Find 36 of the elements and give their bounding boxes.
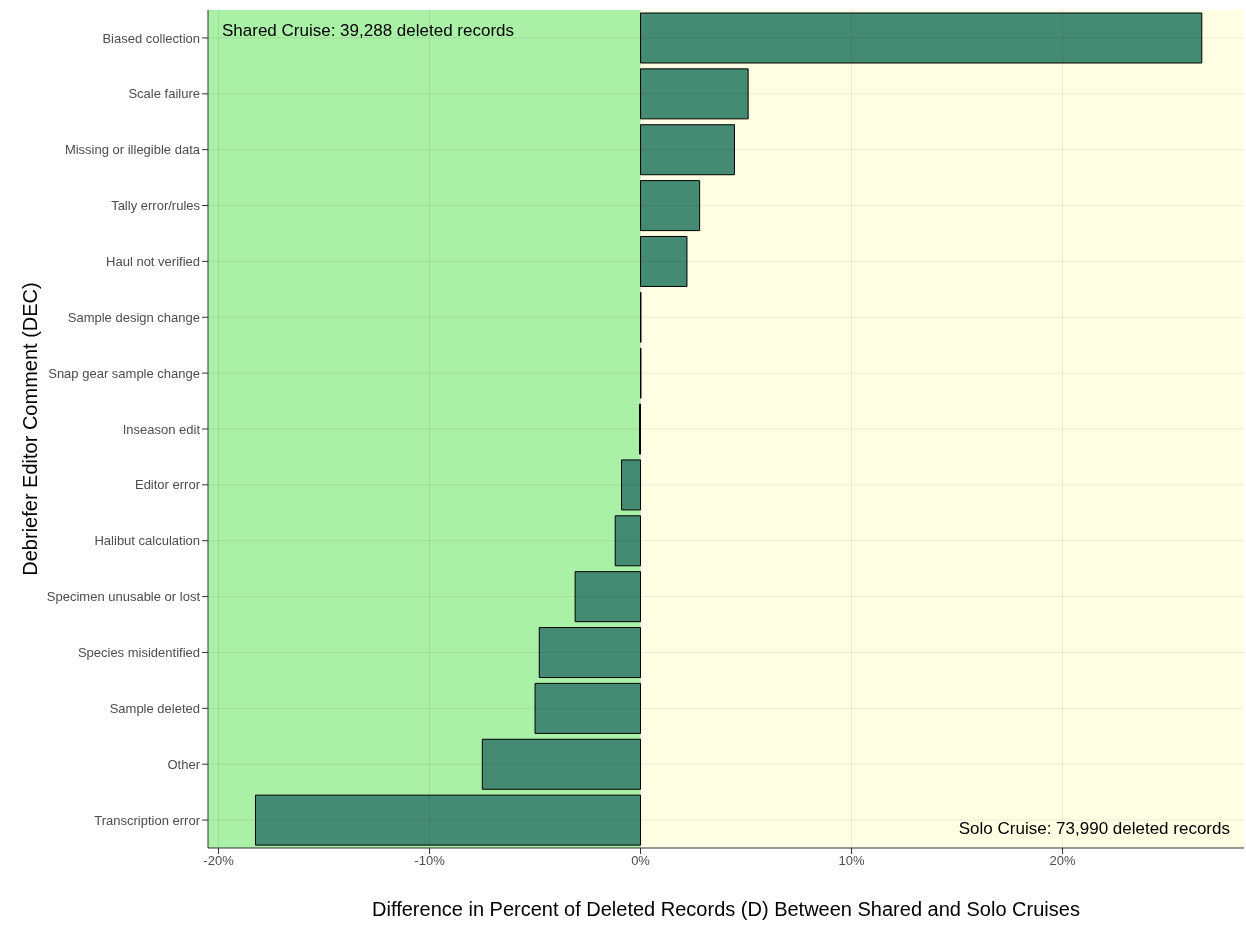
y-axis-title: Debriefer Editor Comment (DEC) [19, 282, 42, 576]
y-tick-label: Missing or illegible data [64, 142, 201, 158]
bar [538, 627, 642, 679]
y-tick-label: Transcription error [94, 812, 201, 828]
y-tick-label: Other [167, 756, 201, 772]
y-tick-label: Snap gear sample change [48, 365, 200, 381]
y-tick-label: Inseason edit [122, 421, 201, 437]
y-tick-label: Tally error/rules [111, 198, 201, 214]
y-tick-label: Scale failure [128, 86, 200, 102]
x-axis-title: Difference in Percent of Deleted Records (D) Between Shared and Solo Cruises [372, 898, 1080, 920]
bar [254, 794, 642, 846]
bar [614, 515, 642, 567]
y-tick-label: Sample design change [67, 309, 200, 325]
bar [640, 180, 701, 232]
bar [640, 12, 1203, 64]
x-tick-label: -10% [414, 853, 446, 869]
bar [534, 682, 642, 734]
x-tick-label: 10% [838, 853, 865, 869]
band-label: Solo Cruise: 73,990 deleted records [958, 819, 1230, 838]
y-tick-label: Biased collection [102, 30, 200, 46]
y-tick-label: Species misidentified [77, 645, 200, 661]
band-label: Shared Cruise: 39,288 deleted records [222, 21, 515, 41]
y-tick-label: Halibut calculation [94, 533, 200, 549]
y-tick-label: Editor error [134, 477, 201, 493]
y-tick-label: Haul not verified [106, 254, 200, 270]
bar [640, 124, 735, 176]
bar [481, 738, 642, 790]
bar [640, 68, 749, 120]
bar [574, 571, 642, 623]
x-tick-label: 20% [1049, 853, 1076, 869]
y-tick-label: Specimen unusable or lost [46, 589, 201, 605]
x-tick-label: 0% [631, 853, 651, 869]
bar [621, 459, 642, 511]
y-tick-label: Sample deleted [109, 700, 200, 716]
x-tick-label: -20% [203, 853, 235, 869]
bar [640, 235, 688, 287]
